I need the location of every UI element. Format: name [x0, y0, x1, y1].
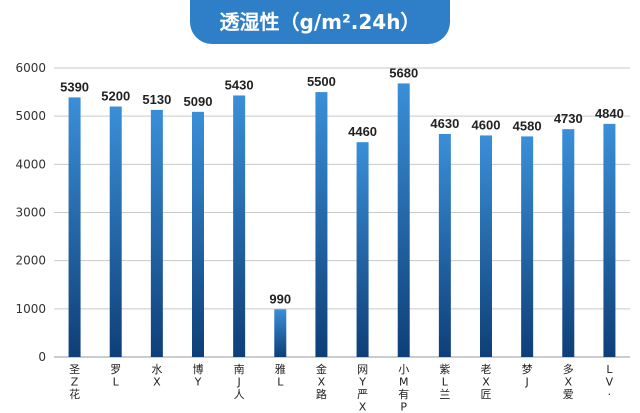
bar — [521, 136, 534, 357]
bar — [397, 83, 410, 357]
y-tick-label: 6000 — [15, 61, 46, 75]
data-label: 5090 — [184, 94, 213, 109]
bar — [356, 142, 369, 357]
bar — [603, 123, 616, 357]
data-label: 4580 — [513, 118, 542, 133]
y-tick-label: 3000 — [15, 206, 46, 220]
data-label: 4460 — [348, 124, 377, 139]
bar — [150, 109, 163, 357]
data-label: 990 — [269, 291, 291, 306]
data-label: 5500 — [307, 74, 336, 89]
bar — [438, 133, 451, 357]
bars — [68, 83, 616, 358]
y-axis-ticks: 0 1000 2000 3000 4000 5000 6000 — [15, 61, 46, 364]
bar — [480, 135, 492, 357]
bar — [315, 92, 328, 357]
bar — [274, 309, 287, 357]
bar — [233, 95, 246, 357]
data-label: 5680 — [389, 65, 418, 80]
y-tick-label: 2000 — [15, 254, 46, 268]
chart-title: 透湿性（g/m².24h） — [190, 0, 450, 44]
bar — [562, 129, 575, 357]
data-label: 5430 — [225, 77, 254, 92]
data-label: 4630 — [430, 116, 459, 131]
y-tick-label: 4000 — [15, 157, 46, 171]
y-tick-label: 0 — [38, 350, 46, 364]
bar — [68, 97, 81, 358]
title-bar: 透湿性（g/m².24h） — [0, 0, 640, 44]
data-label: 5390 — [60, 79, 89, 94]
y-tick-label: 5000 — [15, 109, 46, 123]
data-labels: 5390 5200 5130 5090 5430 990 5500 4460 5680 4630 4… — [60, 65, 624, 306]
data-label: 4730 — [554, 111, 583, 126]
data-label: 5130 — [142, 92, 171, 107]
data-label: 4600 — [472, 117, 501, 132]
category-labels: 圣 Z 花 罗 L 水 X 博 Y 南 J 人 雅 L 金 X 路 网 Y 严 X 小 M 有 P 紫 L 兰 老 X 匠 梦 J 多 X 爱 L V · — [69, 362, 614, 413]
y-tick-label: 1000 — [15, 302, 46, 316]
data-label: 5200 — [101, 89, 130, 104]
grid-layer — [54, 67, 630, 358]
bar — [109, 106, 122, 358]
data-label: 4840 — [595, 106, 624, 121]
bar — [192, 111, 204, 357]
category-label: L V · — [606, 363, 614, 401]
